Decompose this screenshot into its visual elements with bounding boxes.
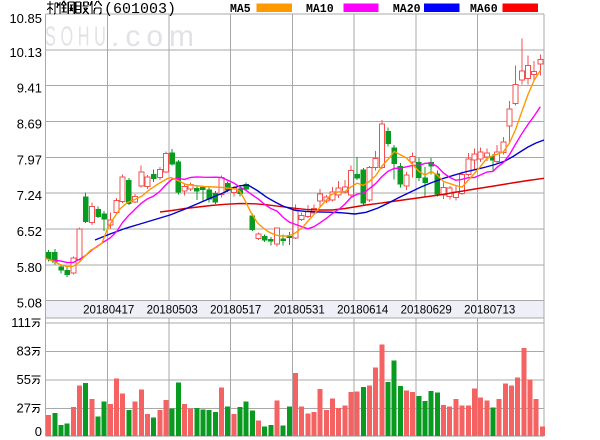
svg-text:5.80: 5.80 (17, 260, 42, 275)
svg-text:20180517: 20180517 (210, 305, 261, 317)
svg-text:7.97: 7.97 (17, 152, 42, 167)
svg-text:111: 111 (11, 315, 31, 330)
svg-text:20180531: 20180531 (274, 305, 325, 317)
svg-text:MA10: MA10 (306, 3, 334, 16)
svg-text:5.08: 5.08 (17, 296, 42, 311)
svg-text:MA5: MA5 (230, 3, 251, 16)
svg-text:27: 27 (17, 401, 31, 416)
svg-text:SOHU: SOHU (45, 20, 110, 52)
svg-text:8.69: 8.69 (17, 117, 42, 132)
svg-text:20180417: 20180417 (83, 305, 134, 317)
svg-text:10.13: 10.13 (9, 45, 42, 60)
svg-text:MA20: MA20 (393, 3, 421, 16)
svg-text:9.41: 9.41 (17, 81, 42, 96)
svg-text:20180629: 20180629 (401, 305, 452, 317)
svg-text:7.24: 7.24 (17, 188, 42, 203)
svg-text:20180614: 20180614 (337, 305, 389, 317)
svg-text:MA60: MA60 (470, 3, 498, 16)
svg-text:83: 83 (17, 343, 31, 358)
svg-text:20180713: 20180713 (464, 305, 515, 317)
svg-text:(601003): (601003) (104, 1, 176, 18)
svg-text:0: 0 (35, 424, 42, 439)
svg-text:20180503: 20180503 (147, 305, 198, 317)
svg-text:6.52: 6.52 (17, 224, 42, 239)
svg-text:55: 55 (17, 372, 31, 387)
svg-text:.com: .com (111, 20, 200, 53)
svg-text:10.85: 10.85 (9, 11, 42, 26)
